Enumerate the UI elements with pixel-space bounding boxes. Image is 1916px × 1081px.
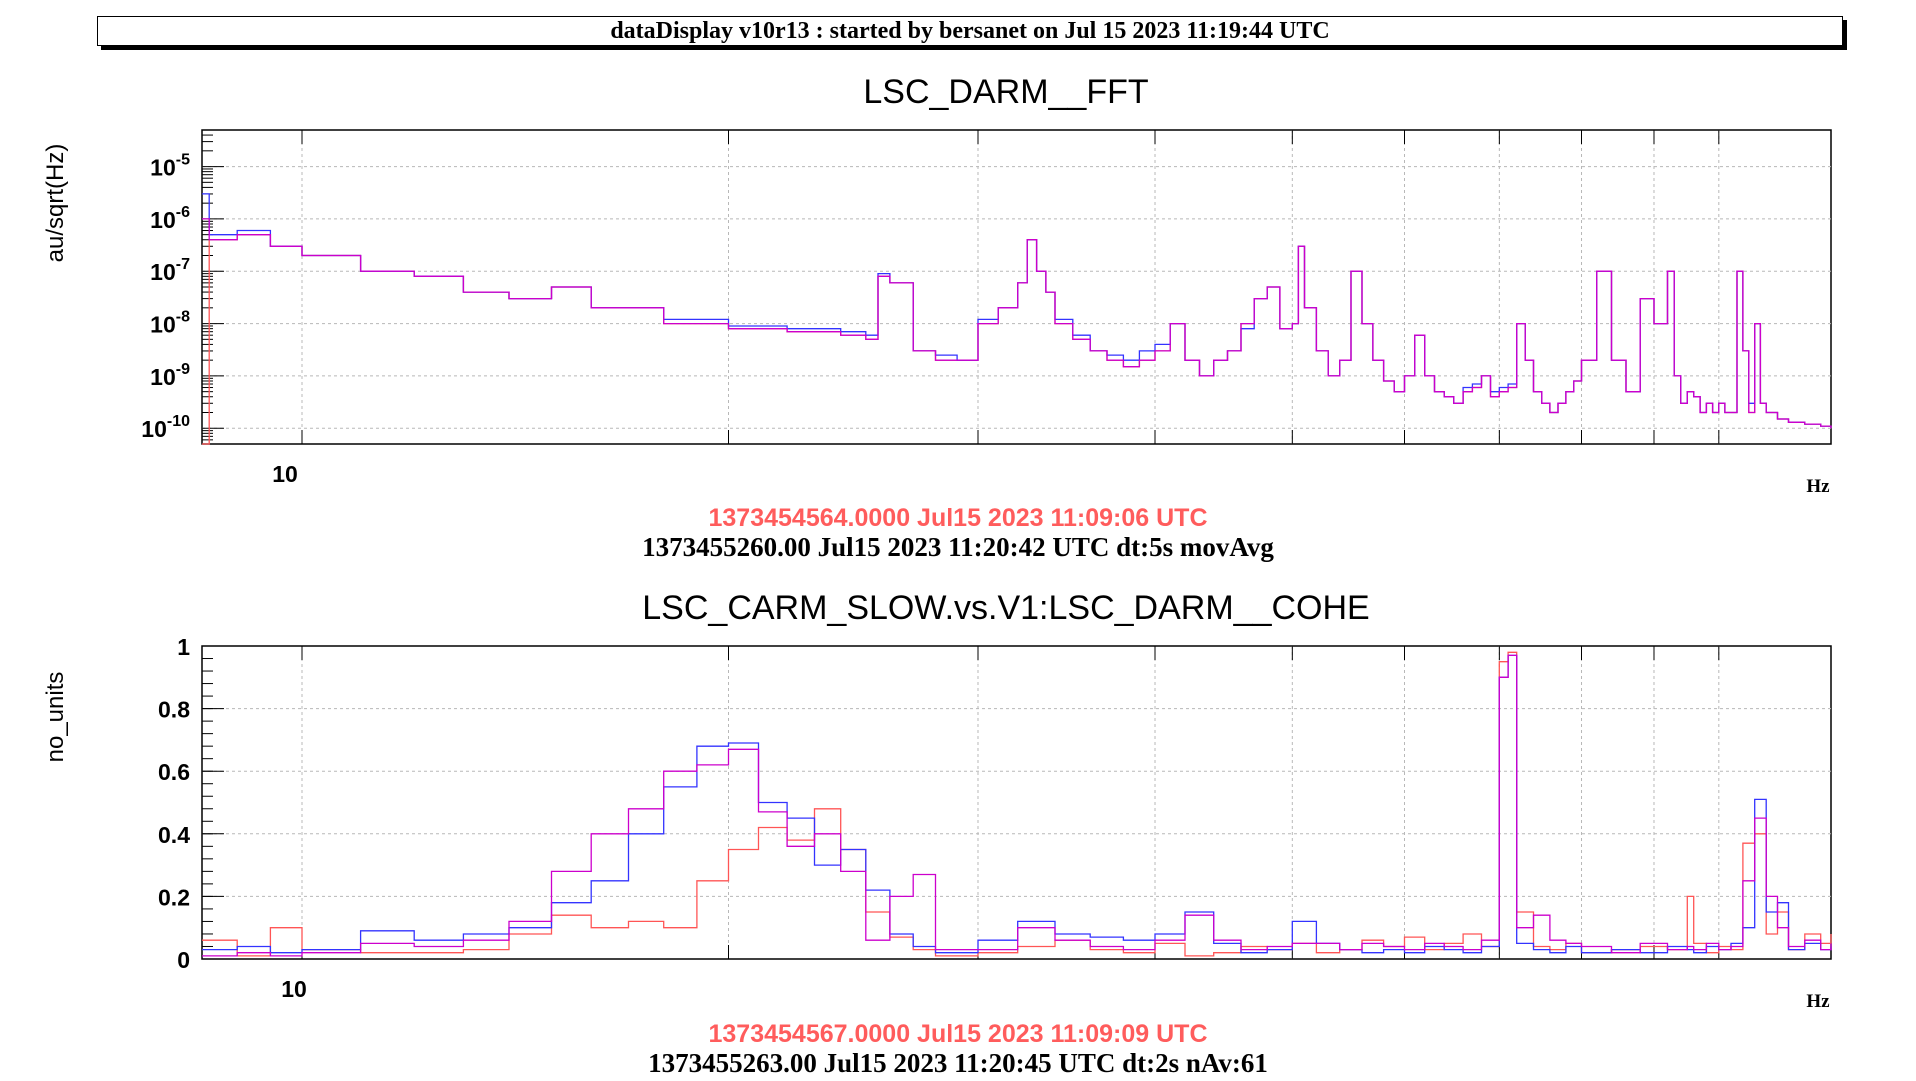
cohe-y-tick-labels: 1 0.8 0.6 0.4 0.2 0 <box>158 634 190 973</box>
cohe-y-tick-label: 1 <box>177 634 190 660</box>
fft-chart-title: LSC_DARM__FFT <box>863 73 1148 111</box>
cohe-timestamp-end: 1373455263.00 Jul15 2023 11:20:45 UTC dt… <box>648 1048 1268 1078</box>
header-title: dataDisplay v10r13 : started by bersanet… <box>97 16 1843 46</box>
fft-y-tick-label: 10-9 <box>150 361 190 390</box>
fft-plot-frame <box>201 129 1832 445</box>
fft-y-tick-label: 10-7 <box>150 256 190 285</box>
fft-timestamp-end: 1373455260.00 Jul15 2023 11:20:42 UTC dt… <box>642 532 1274 562</box>
fft-y-tick-label: 10-5 <box>150 152 190 181</box>
fft-series-line-1 <box>202 193 1832 429</box>
fft-y-tick-label: 10-8 <box>150 309 190 338</box>
cohe-ticks <box>202 645 1720 960</box>
cohe-y-tick-label: 0 <box>177 947 190 973</box>
cohe-x-tick-label: 10 <box>281 976 307 1002</box>
cohe-timestamp-start: 1373454567.0000 Jul15 2023 11:09:09 UTC <box>709 1020 1208 1048</box>
fft-ticks <box>202 130 1720 445</box>
fft-timestamp-start: 1373454564.0000 Jul15 2023 11:09:06 UTC <box>709 504 1208 532</box>
cohe-x-axis-label: Hz <box>1806 991 1830 1012</box>
cohe-y-axis-label: no_units <box>42 672 69 763</box>
cohe-chart: LSC_CARM_SLOW.vs.V1:LSC_DARM__COHE no_un… <box>42 589 1832 1078</box>
fft-y-axis-label: au/sqrt(Hz) <box>42 144 69 263</box>
cohe-series-line-2 <box>202 654 1832 957</box>
cohe-series-line-0 <box>202 651 1832 957</box>
fft-x-axis-label: Hz <box>1806 476 1830 497</box>
cohe-grid <box>202 646 1831 959</box>
cohe-y-tick-label: 0.6 <box>158 759 190 785</box>
cohe-y-tick-label: 0.4 <box>158 822 190 848</box>
fft-series-group <box>202 193 1832 445</box>
fft-series-line-2 <box>202 218 1832 429</box>
fft-y-tick-labels: 10-10 10-9 10-8 10-7 10-6 10-5 <box>141 152 190 443</box>
fft-y-tick-label: 10-6 <box>150 204 190 233</box>
cohe-y-tick-label: 0.8 <box>158 697 190 723</box>
fft-series-line-0 <box>202 234 1832 445</box>
cohe-series-line-1 <box>202 654 1832 954</box>
cohe-series-group <box>202 651 1832 957</box>
fft-chart: LSC_DARM__FFT au/sqrt(Hz) 10-1010-910-81… <box>42 73 1832 562</box>
cohe-plot-frame <box>201 645 1832 960</box>
fft-x-tick-label: 10 <box>272 461 298 487</box>
cohe-chart-title: LSC_CARM_SLOW.vs.V1:LSC_DARM__COHE <box>642 589 1369 627</box>
fft-y-tick-label: 10-10 <box>141 413 190 442</box>
cohe-y-tick-label: 0.2 <box>158 884 190 910</box>
fft-grid <box>202 130 1831 444</box>
